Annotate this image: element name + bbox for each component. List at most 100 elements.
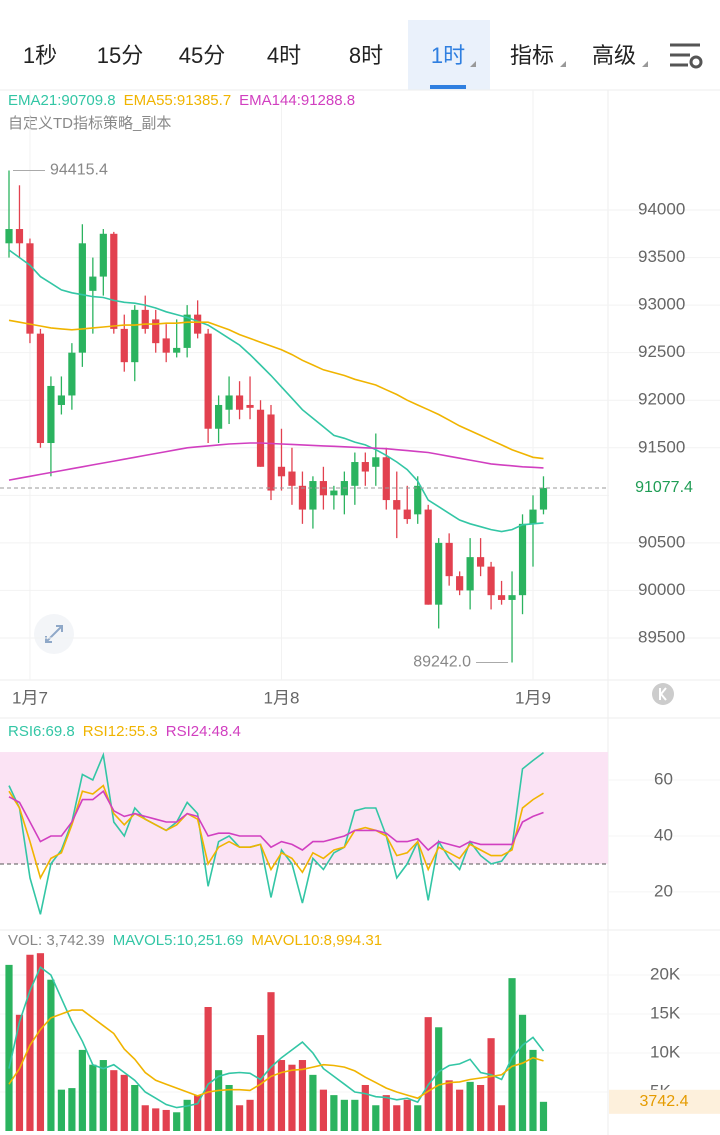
- x-tick-label: 1月8: [264, 688, 300, 707]
- timeframe-tab[interactable]: 15分: [97, 43, 143, 68]
- volume-bar: [152, 1108, 160, 1131]
- settings-icon[interactable]: [670, 43, 703, 69]
- candle-body: [89, 276, 97, 291]
- candle-body: [435, 542, 443, 605]
- legend: EMA21:90709.8 EMA55:91385.7 EMA144:91288.8: [8, 92, 355, 109]
- back-to-latest[interactable]: [652, 683, 674, 705]
- candle-body: [68, 352, 76, 396]
- timeframe-tab[interactable]: 指标: [510, 43, 554, 68]
- volume-bar: [435, 1027, 443, 1131]
- candle-body: [539, 487, 548, 510]
- candle-body: [382, 457, 390, 501]
- active-tab-bg: [408, 20, 490, 90]
- candle-body: [225, 395, 233, 410]
- volume-bar: [487, 1038, 495, 1131]
- legend-entry: VOL: 3,742.39: [8, 932, 105, 949]
- candle-body: [393, 500, 401, 510]
- y-tick-label: 40: [654, 825, 673, 844]
- y-tick-label: 10K: [650, 1042, 681, 1061]
- volume-bar: [99, 1060, 107, 1131]
- candle-body: [456, 576, 464, 591]
- volume-bar: [518, 1014, 527, 1131]
- volume-bar: [539, 1101, 548, 1131]
- candle-body: [477, 557, 485, 567]
- timeframe-tab[interactable]: 8时: [349, 43, 383, 68]
- volume-bar: [403, 1099, 411, 1131]
- volume-bar: [497, 1105, 506, 1131]
- y-tick-label: 15K: [650, 1004, 681, 1023]
- candle-body: [194, 314, 202, 334]
- indicator-line: [8, 319, 544, 460]
- extreme-label: 89242.0: [413, 654, 471, 671]
- indicator-line: [8, 784, 544, 881]
- candle-body: [330, 490, 338, 496]
- volume-bar: [183, 1099, 191, 1131]
- candle-body: [267, 414, 275, 491]
- y-tick-label: 20K: [650, 965, 681, 984]
- indicator-line: [8, 789, 544, 852]
- y-tick-label: 20: [654, 881, 673, 900]
- candle-body: [256, 409, 265, 467]
- volume-bar: [456, 1089, 464, 1131]
- timeframe-tab[interactable]: 1时: [431, 43, 465, 68]
- volume-bar: [26, 954, 34, 1131]
- legend-entry: MAVOL5:10,251.69: [113, 932, 244, 949]
- candle-body: [361, 462, 369, 472]
- legend: VOL: 3,742.39 MAVOL5:10,251.69 MAVOL10:8,9…: [8, 932, 382, 949]
- last-price-tag: [609, 474, 720, 501]
- x-tick-label: 1月9: [515, 688, 551, 707]
- candle-body: [235, 395, 244, 410]
- volume-bar: [382, 1095, 390, 1131]
- volume-bar: [47, 979, 55, 1131]
- timeframe-tab[interactable]: 高级: [592, 43, 636, 68]
- volume-bar: [235, 1105, 244, 1131]
- volume-bar: [330, 1095, 338, 1131]
- timeframe-tab[interactable]: 45分: [179, 43, 225, 68]
- candle-body: [508, 595, 516, 600]
- indicator-line: [8, 751, 544, 915]
- candle-body: [152, 319, 160, 344]
- volume-bar: [477, 1084, 485, 1131]
- candle-body: [277, 466, 286, 477]
- timeframe-tab[interactable]: 4时: [267, 43, 301, 68]
- volume-bar: [298, 1060, 307, 1131]
- volume-bar: [194, 1095, 202, 1131]
- candle-body: [351, 462, 359, 486]
- volume-bar: [120, 1074, 128, 1131]
- candle-body: [445, 542, 453, 577]
- candle-body: [529, 509, 537, 524]
- legend-entry: EMA144:91288.8: [239, 92, 355, 109]
- legend-entry: EMA21:90709.8: [8, 92, 116, 109]
- extreme-label: 94415.4: [50, 162, 108, 179]
- volume-bar: [466, 1081, 474, 1131]
- candle-body: [162, 338, 170, 353]
- candle-body: [57, 395, 65, 405]
- volume-bar: [372, 1105, 380, 1131]
- y-tick-label: 93500: [638, 247, 685, 266]
- volume-tag-label: 3742.4: [640, 1093, 689, 1110]
- volume-bar: [204, 1007, 212, 1131]
- volume-bar: [445, 1080, 453, 1131]
- candle-body: [246, 404, 254, 408]
- volume-bar: [5, 964, 13, 1131]
- candle-body: [497, 595, 506, 600]
- volume-bar: [288, 1064, 296, 1131]
- volume-bar: [15, 1014, 24, 1131]
- volume-bar: [351, 1099, 359, 1131]
- volume-bar: [89, 1064, 97, 1131]
- y-tick-label: 94000: [638, 200, 685, 219]
- candle-body: [131, 309, 139, 363]
- timeframe-tab[interactable]: 1秒: [23, 43, 57, 68]
- volume-bar: [68, 1088, 76, 1131]
- volume-bar: [393, 1105, 401, 1131]
- volume-bar: [173, 1112, 181, 1131]
- candle-body: [78, 243, 86, 353]
- volume-bar: [131, 1084, 139, 1131]
- indicator-subtitle: 自定义TD指标策略_副本: [8, 115, 171, 132]
- indicator-line: [8, 249, 544, 533]
- y-tick-label: 91500: [638, 437, 685, 456]
- expand-icon[interactable]: [34, 614, 74, 654]
